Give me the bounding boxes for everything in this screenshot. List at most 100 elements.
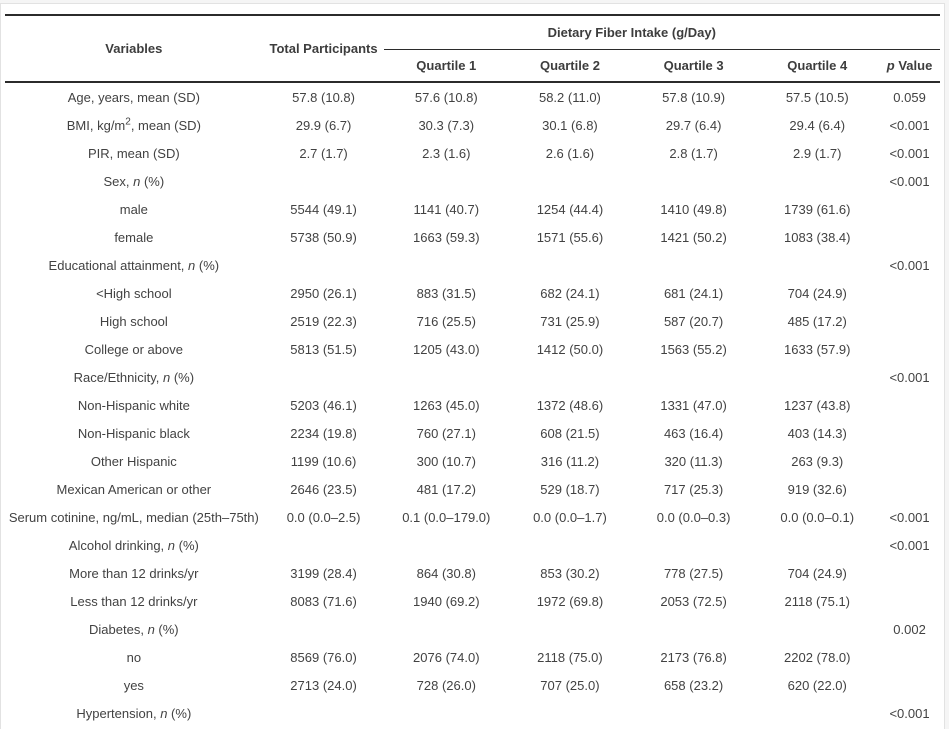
- p-value-rest: Value: [894, 58, 933, 73]
- row-label: Diabetes, n (%): [89, 621, 179, 637]
- value-cell: 5203 (46.1): [290, 397, 357, 413]
- value-cell: [263, 363, 385, 391]
- value-cell: 1571 (55.6): [536, 229, 604, 245]
- value-cell: 1410 (49.8): [660, 201, 727, 217]
- value-cell: [384, 167, 508, 195]
- value-cell: 1663 (59.3): [413, 229, 480, 245]
- value-cell: 731 (25.9): [540, 313, 600, 329]
- table-row: female 5738 (50.9) 1663 (59.3) 1571 (55.6) 1…: [5, 223, 940, 251]
- value-cell: [632, 699, 756, 727]
- row-label: Non-Hispanic white: [77, 397, 190, 413]
- value-cell: 29.4 (6.4): [789, 117, 846, 133]
- table-row: Age, years, mean (SD) 57.8 (10.8) 57.6 (10…: [5, 82, 940, 111]
- value-cell: 0.0 (0.0–0.1): [780, 509, 855, 525]
- value-cell: 8569 (76.0): [290, 649, 357, 665]
- p-value-cell: <0.001: [889, 537, 930, 553]
- value-cell: 57.6 (10.8): [414, 89, 478, 105]
- value-cell: [632, 167, 756, 195]
- value-cell: [263, 251, 385, 279]
- p-value-cell: [879, 643, 940, 671]
- value-cell: 481 (17.2): [416, 481, 476, 497]
- value-cell: 704 (24.9): [787, 285, 847, 301]
- value-cell: 485 (17.2): [787, 313, 847, 329]
- value-cell: [384, 251, 508, 279]
- value-cell: 5813 (51.5): [290, 341, 357, 357]
- row-label: BMI, kg/m2, mean (SD): [66, 116, 201, 133]
- value-cell: 2202 (78.0): [784, 649, 851, 665]
- row-label: Other Hispanic: [90, 453, 177, 469]
- table-row: Mexican American or other 2646 (23.5) 481 …: [5, 475, 940, 503]
- value-cell: 1739 (61.6): [784, 201, 851, 217]
- table-row: Hypertension, n (%) <0.001: [5, 699, 940, 727]
- value-cell: 1205 (43.0): [413, 341, 480, 357]
- value-cell: 1083 (38.4): [784, 229, 851, 245]
- p-value-cell: [879, 335, 940, 363]
- row-label: PIR, mean (SD): [87, 145, 180, 161]
- value-cell: [755, 363, 879, 391]
- value-cell: 1940 (69.2): [413, 593, 480, 609]
- value-cell: 30.1 (6.8): [542, 117, 598, 133]
- value-cell: [508, 615, 632, 643]
- table-scroll-container[interactable]: Variables Total Participants Dietary Fib…: [0, 3, 945, 729]
- p-value-cell: <0.001: [889, 705, 930, 721]
- value-cell: 1141 (40.7): [413, 201, 480, 217]
- value-cell: 2173 (76.8): [660, 649, 727, 665]
- p-value-cell: <0.001: [889, 509, 930, 525]
- value-cell: [384, 615, 508, 643]
- value-cell: 2118 (75.0): [537, 649, 603, 665]
- value-cell: 57.8 (10.8): [292, 89, 355, 105]
- value-cell: 0.0 (0.0–0.3): [656, 509, 731, 525]
- table-row: Less than 12 drinks/yr 8083 (71.6) 1940 (6…: [5, 587, 940, 615]
- row-label: Non-Hispanic black: [77, 425, 190, 441]
- table-row: yes 2713 (24.0) 728 (26.0) 707 (25.0) 658 (2…: [5, 671, 940, 699]
- column-header-total-participants: Total Participants: [262, 15, 385, 83]
- value-cell: 2.7 (1.7): [299, 145, 348, 161]
- p-value-cell: [879, 419, 940, 447]
- value-cell: [632, 251, 756, 279]
- value-cell: [632, 615, 756, 643]
- value-cell: [384, 531, 508, 559]
- value-cell: 3199 (28.4): [290, 565, 357, 581]
- column-header-quartile-1: Quartile 1: [384, 49, 509, 83]
- value-cell: 0.0 (0.0–2.5): [286, 509, 361, 525]
- value-cell: 463 (16.4): [663, 425, 724, 441]
- value-cell: 620 (22.0): [787, 677, 847, 693]
- value-cell: 30.3 (7.3): [418, 117, 475, 133]
- row-label: male: [119, 201, 148, 217]
- table-row: Alcohol drinking, n (%) <0.001: [5, 531, 940, 559]
- p-value-cell: [879, 447, 940, 475]
- value-cell: 2053 (72.5): [660, 593, 727, 609]
- row-label: Sex, n (%): [103, 173, 165, 189]
- value-cell: 1972 (69.8): [536, 593, 604, 609]
- value-cell: 5544 (49.1): [290, 201, 357, 217]
- value-cell: 2118 (75.1): [784, 593, 851, 609]
- row-label: Alcohol drinking, n (%): [68, 537, 199, 553]
- table-row: Serum cotinine, ng/mL, median (25th–75th…: [5, 503, 940, 531]
- table-row: PIR, mean (SD) 2.7 (1.7) 2.3 (1.6) 2.6 (1.6…: [5, 139, 940, 167]
- table-row: <High school 2950 (26.1) 883 (31.5) 682 (24…: [5, 279, 940, 307]
- value-cell: 2519 (22.3): [290, 313, 357, 329]
- p-value-cell: <0.001: [889, 257, 930, 273]
- p-value-cell: 0.059: [893, 89, 926, 105]
- value-cell: 883 (31.5): [416, 285, 476, 301]
- value-cell: 658 (23.2): [663, 677, 724, 693]
- value-cell: [508, 699, 632, 727]
- p-value-cell: [879, 671, 940, 699]
- value-cell: 1412 (50.0): [536, 341, 604, 357]
- value-cell: 57.8 (10.9): [662, 89, 726, 105]
- value-cell: 728 (26.0): [416, 677, 476, 693]
- value-cell: [508, 251, 632, 279]
- table-row: Sex, n (%) <0.001: [5, 167, 940, 195]
- value-cell: 2950 (26.1): [290, 285, 357, 301]
- p-value-cell: [879, 307, 940, 335]
- value-cell: 2234 (19.8): [290, 425, 357, 441]
- value-cell: 1263 (45.0): [413, 397, 480, 413]
- value-cell: 682 (24.1): [540, 285, 600, 301]
- value-cell: 263 (9.3): [791, 453, 844, 469]
- header-row-spanner: Variables Total Participants Dietary Fib…: [5, 15, 940, 83]
- table-row: Non-Hispanic black 2234 (19.8) 760 (27.1) 6…: [5, 419, 940, 447]
- value-cell: 919 (32.6): [787, 481, 847, 497]
- row-label: High school: [99, 313, 168, 329]
- value-cell: [508, 363, 632, 391]
- baseline-characteristics-table: Variables Total Participants Dietary Fib…: [5, 14, 940, 727]
